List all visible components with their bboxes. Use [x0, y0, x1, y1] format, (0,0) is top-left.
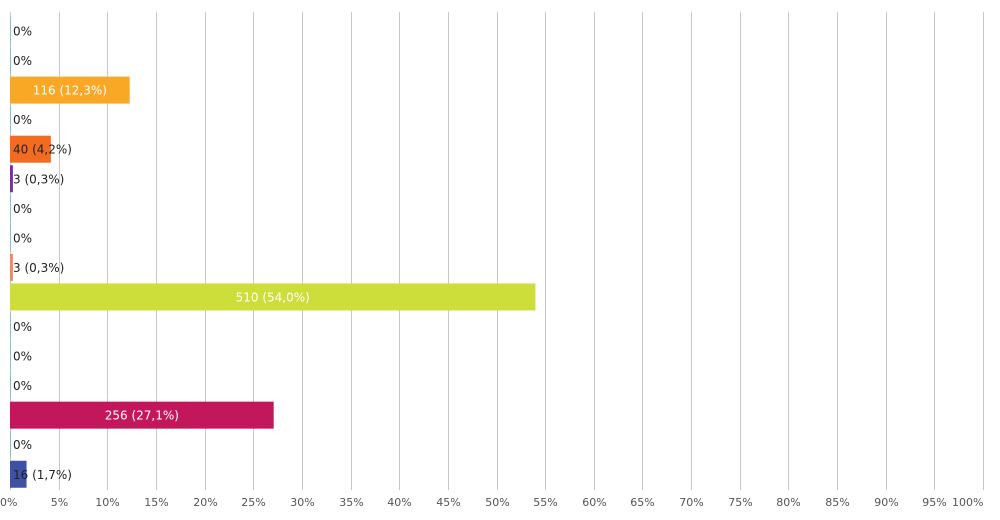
bar-value-label: 0%	[13, 202, 32, 216]
bar	[10, 76, 130, 104]
x-tick-label: 55%	[533, 496, 557, 509]
x-tick-label: 40%	[387, 496, 411, 509]
x-tick-label: 30%	[290, 496, 314, 509]
bar	[10, 135, 51, 163]
bar-value-label: 0%	[13, 379, 32, 393]
bar	[10, 194, 11, 222]
x-tick-label: 100%	[952, 496, 983, 509]
bar-value-label: 0%	[13, 438, 32, 452]
x-tick-label: 75%	[728, 496, 752, 509]
x-tick-label: 65%	[630, 496, 654, 509]
x-axis-ticks: 0% 5% 10% 15% 20% 25% 30% 35% 40% 45% 50% 55% 60% 65%…	[0, 496, 984, 509]
bar	[10, 342, 11, 370]
bar-value-label: 116 (12,3%)	[33, 84, 107, 98]
bar	[10, 372, 11, 400]
x-tick-label: 50%	[485, 496, 509, 509]
x-tick-label: 35%	[339, 496, 363, 509]
bar-value-label: 256 (27,1%)	[105, 409, 179, 423]
bar	[10, 431, 11, 459]
bar	[10, 460, 27, 488]
bar	[10, 165, 13, 193]
bar-value-label: 0%	[13, 54, 32, 68]
bar	[10, 17, 11, 45]
x-tick-label: 45%	[436, 496, 460, 509]
bar-value-label: 40 (4,2%)	[13, 143, 72, 157]
bar	[10, 283, 536, 311]
x-tick-label: 80%	[776, 496, 800, 509]
x-tick-label: 90%	[874, 496, 898, 509]
bar	[10, 401, 274, 429]
data-labels: 0% 0% 116 (12,3%) 0% 40 (4,2%) 3 (0,3%) 0% 0% 3 …	[13, 25, 310, 482]
bar	[10, 224, 11, 252]
bar-value-label: 0%	[13, 350, 32, 364]
bar	[10, 253, 13, 281]
bar-value-label: 0%	[13, 320, 32, 334]
bar	[10, 106, 11, 134]
bar-value-label: 3 (0,3%)	[13, 261, 64, 275]
x-tick-label: 60%	[582, 496, 606, 509]
x-tick-label: 95%	[922, 496, 946, 509]
bar-value-label: 0%	[13, 231, 32, 245]
gridlines	[10, 12, 984, 490]
bar	[10, 313, 11, 340]
x-tick-label: 0%	[0, 496, 17, 509]
x-tick-label: 85%	[825, 496, 849, 509]
x-tick-label: 15%	[144, 496, 168, 509]
bar-value-label: 0%	[13, 113, 32, 127]
bar-value-label: 3 (0,3%)	[13, 172, 64, 186]
bar-value-label: 16 (1,7%)	[13, 468, 72, 482]
bar	[10, 47, 11, 75]
x-tick-label: 25%	[241, 496, 265, 509]
bar-value-label: 0%	[13, 25, 32, 39]
x-tick-label: 10%	[95, 496, 119, 509]
bars	[10, 17, 536, 488]
bar-value-label: 510 (54,0%)	[236, 290, 310, 304]
x-tick-label: 20%	[193, 496, 217, 509]
x-tick-label: 70%	[679, 496, 703, 509]
x-tick-label: 5%	[51, 496, 68, 509]
